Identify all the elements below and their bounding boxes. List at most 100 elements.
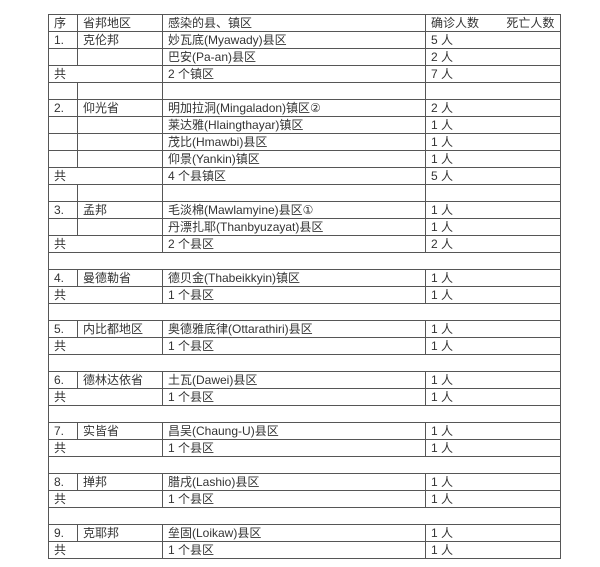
header-deaths: 死亡人数 [506, 15, 555, 30]
separator-row [48, 354, 561, 372]
total-place-cell: 1 个县区 [162, 439, 426, 457]
total-label-cell: 共 [48, 490, 163, 508]
table-row: 6. 德林达依省 土瓦(Dawei)县区 1 人 [48, 371, 561, 389]
confirmed-cell: 2 人 [425, 235, 561, 253]
confirmed-cell: 1 人 [425, 337, 561, 355]
total-label-cell: 共 [48, 235, 163, 253]
seq-cell: 6. [48, 371, 78, 389]
separator-row [48, 252, 561, 270]
confirmed-cell: 2 人 [425, 48, 561, 66]
seq-cell: 5. [48, 320, 78, 338]
total-place-cell: 2 个县区 [162, 235, 426, 253]
counts-cell [425, 82, 561, 100]
separator-cell [48, 252, 561, 270]
confirmed-cell: 1 人 [425, 133, 561, 151]
seq-cell [48, 184, 78, 202]
place-cell: 腊戌(Lashio)县区 [162, 473, 426, 491]
header-confirmed: 确诊人数 [431, 15, 480, 30]
place-cell: 奥德雅底律(Ottarathiri)县区 [162, 320, 426, 338]
table-row: 4. 曼德勒省 德贝金(Thabeikkyin)镇区 1 人 [48, 269, 561, 287]
confirmed-cell: 1 人 [425, 116, 561, 134]
separator-cell [48, 303, 561, 321]
place-cell: 垒固(Loikaw)县区 [162, 524, 426, 542]
confirmed-cell: 1 人 [425, 524, 561, 542]
table-row: 5. 内比都地区 奥德雅底律(Ottarathiri)县区 1 人 [48, 320, 561, 338]
table-row: 茂比(Hmawbi)县区 1 人 [48, 133, 561, 151]
total-label-cell: 共 [48, 388, 163, 406]
table-row: 7. 实皆省 昌吴(Chaung-U)县区 1 人 [48, 422, 561, 440]
separator-row [48, 507, 561, 525]
region-cell: 克伦邦 [77, 31, 163, 49]
place-cell: 莱达雅(Hlaingthayar)镇区 [162, 116, 426, 134]
confirmed-cell: 1 人 [425, 286, 561, 304]
total-place-cell: 2 个镇区 [162, 65, 426, 83]
place-cell [162, 82, 426, 100]
total-place-cell: 4 个县镇区 [162, 167, 426, 185]
seq-cell [48, 116, 78, 134]
counts-cell [425, 184, 561, 202]
table-row: 仰景(Yankin)镇区 1 人 [48, 150, 561, 168]
confirmed-cell: 5 人 [425, 31, 561, 49]
place-cell: 德贝金(Thabeikkyin)镇区 [162, 269, 426, 287]
confirmed-cell: 1 人 [425, 388, 561, 406]
header-counts: 确诊人数 死亡人数 [425, 14, 561, 32]
place-cell: 妙瓦底(Myawady)县区 [162, 31, 426, 49]
place-cell: 昌吴(Chaung-U)县区 [162, 422, 426, 440]
separator-cell [48, 507, 561, 525]
seq-cell [48, 48, 78, 66]
total-label-cell: 共 [48, 65, 163, 83]
seq-cell: 3. [48, 201, 78, 219]
seq-cell [48, 82, 78, 100]
seq-cell: 9. [48, 524, 78, 542]
region-cell [77, 82, 163, 100]
region-cell: 掸邦 [77, 473, 163, 491]
table-row: 莱达雅(Hlaingthayar)镇区 1 人 [48, 116, 561, 134]
place-cell: 土瓦(Dawei)县区 [162, 371, 426, 389]
confirmed-cell: 7 人 [425, 65, 561, 83]
separator-cell [48, 354, 561, 372]
confirmed-cell: 1 人 [425, 473, 561, 491]
confirmed-cell: 1 人 [425, 150, 561, 168]
region-cell: 实皆省 [77, 422, 163, 440]
confirmed-cell: 1 人 [425, 439, 561, 457]
region-cell [77, 218, 163, 236]
region-cell: 孟邦 [77, 201, 163, 219]
header-row: 序 省邦地区 感染的县、镇区 确诊人数 死亡人数 [48, 14, 561, 32]
header-place: 感染的县、镇区 [162, 14, 426, 32]
region-cell: 克耶邦 [77, 524, 163, 542]
total-label-cell: 共 [48, 167, 163, 185]
region-cell: 曼德勒省 [77, 269, 163, 287]
region-cell: 内比都地区 [77, 320, 163, 338]
region-cell [77, 150, 163, 168]
table-row: 巴安(Pa-an)县区 2 人 [48, 48, 561, 66]
place-cell: 丹漂扎耶(Thanbyuzayat)县区 [162, 218, 426, 236]
seq-cell: 1. [48, 31, 78, 49]
region-cell [77, 116, 163, 134]
region-cell [77, 133, 163, 151]
seq-cell: 8. [48, 473, 78, 491]
confirmed-cell: 1 人 [425, 490, 561, 508]
separator-row [48, 82, 561, 100]
total-place-cell: 1 个县区 [162, 388, 426, 406]
confirmed-cell: 1 人 [425, 201, 561, 219]
seq-cell: 7. [48, 422, 78, 440]
region-cell: 仰光省 [77, 99, 163, 117]
region-cell [77, 184, 163, 202]
place-cell: 明加拉洞(Mingaladon)镇区② [162, 99, 426, 117]
total-label-cell: 共 [48, 286, 163, 304]
confirmed-cell: 1 人 [425, 422, 561, 440]
header-region: 省邦地区 [77, 14, 163, 32]
total-label-cell: 共 [48, 337, 163, 355]
place-cell: 毛淡棉(Mawlamyine)县区① [162, 201, 426, 219]
seq-cell [48, 133, 78, 151]
table-row: 1. 克伦邦 妙瓦底(Myawady)县区 5 人 [48, 31, 561, 49]
confirmed-cell: 1 人 [425, 269, 561, 287]
